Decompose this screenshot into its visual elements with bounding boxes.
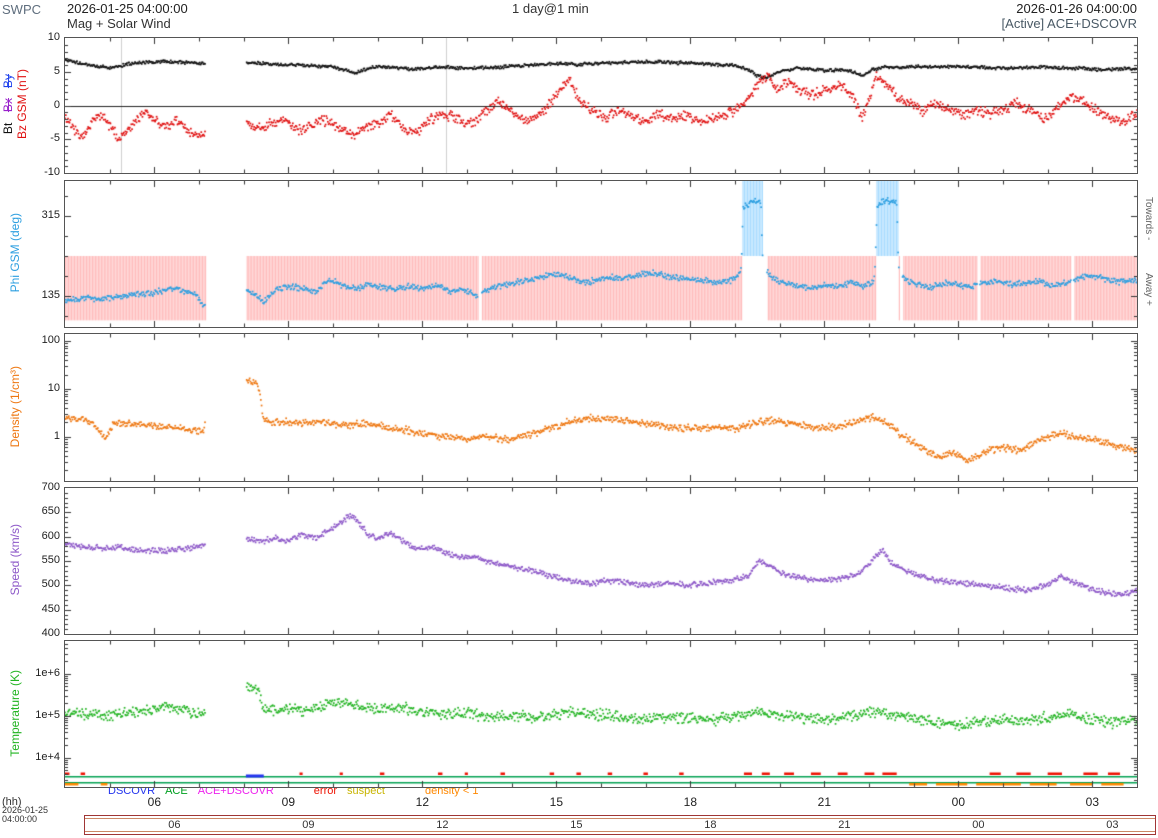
y-tick-label: 100 — [41, 334, 60, 346]
active-source-status: [Active] ACE+DSCOVR — [1001, 16, 1137, 31]
range-bar-hour-label: 09 — [302, 819, 315, 831]
time-range-selector[interactable]: 06 09 12 15 18 21 00 03 — [84, 815, 1156, 835]
legend: DSCOVR ACE ACE+DSCOVR error suspect density <… — [108, 785, 478, 797]
y-tick-label: 1 — [53, 429, 60, 442]
legend-item-ace: ACE — [165, 785, 188, 797]
y-tick-label: 135 — [41, 288, 60, 301]
legend-item-ace-dscovr: ACE+DSCOVR — [197, 785, 274, 797]
x-tick-label: 21 — [817, 795, 831, 809]
footer-time: 04:00:00 — [2, 814, 38, 824]
range-bar-hour-label: 06 — [168, 819, 181, 831]
y-tick-label: 0 — [53, 98, 60, 111]
y-tick-label: -10 — [44, 166, 60, 178]
phi-plot-canvas[interactable] — [65, 181, 1137, 327]
range-bar-hour-label: 15 — [570, 819, 583, 831]
y-tick-label: 650 — [41, 505, 60, 518]
time-resolution: 1 day@1 min — [512, 1, 589, 16]
swpc-brand: SWPC — [2, 2, 41, 17]
y-tick-label: 500 — [41, 578, 60, 591]
speed-plot-canvas[interactable] — [65, 488, 1137, 634]
range-bar-hour-label: 00 — [972, 819, 985, 831]
range-bar-hour-label: 21 — [838, 819, 851, 831]
legend-item-error: error — [313, 785, 338, 797]
density-panel — [64, 333, 1138, 482]
mag-panel — [64, 37, 1138, 174]
density-plot-canvas[interactable] — [65, 334, 1137, 481]
y-tick-label: 700 — [41, 481, 60, 493]
y-tick-label: 400 — [41, 627, 60, 639]
legend-item-density-1: density < 1 — [424, 785, 479, 797]
away-sector-text: Away + — [1143, 272, 1154, 306]
y-tick-label: 1e+4 — [35, 750, 60, 763]
y-tick-label: 450 — [41, 602, 60, 615]
y-tick-label: 1e+5 — [35, 708, 60, 721]
phi-panel — [64, 180, 1138, 328]
x-tick-label: 03 — [1085, 795, 1099, 809]
speed-panel — [64, 487, 1138, 635]
range-bar-hour-label: 18 — [704, 819, 717, 831]
time-range-track[interactable] — [85, 818, 1155, 832]
y-tick-label: 550 — [41, 554, 60, 566]
x-tick-label: 18 — [683, 795, 697, 809]
x-tick-label: 00 — [951, 795, 965, 809]
legend-item-dscovr: DSCOVR — [108, 785, 156, 797]
away-sector-label: Away + — [1141, 253, 1156, 325]
x-tick-label: 15 — [549, 795, 563, 809]
x-tick-label: 12 — [415, 795, 429, 809]
window-end-time: 2026-01-26 04:00:00 — [1016, 1, 1137, 16]
y-tick-label: 1e+6 — [35, 666, 60, 679]
towards-sector-label: Towards - — [1141, 183, 1156, 255]
y-tick-label: 315 — [41, 209, 60, 222]
phi-axis-label: Phi GSM (deg) — [8, 180, 22, 326]
y-tick-label: 10 — [47, 381, 60, 394]
range-bar-hour-label: 03 — [1106, 819, 1119, 831]
range-bar-hour-label: 12 — [436, 819, 449, 831]
legend-item-suspect: suspect — [347, 785, 385, 797]
mag-plot-canvas[interactable] — [65, 38, 1137, 173]
y-tick-label: -5 — [50, 132, 60, 145]
towards-sector-text: Towards - — [1143, 197, 1154, 241]
phi-axis-label-text: Phi GSM (deg) — [8, 213, 22, 293]
y-tick-label: 5 — [53, 64, 60, 77]
temp-panel — [64, 640, 1138, 788]
temp-plot-canvas[interactable] — [65, 641, 1137, 787]
x-tick-label: 09 — [281, 795, 295, 809]
x-tick-label: 06 — [147, 795, 161, 809]
y-tick-label: 600 — [41, 529, 60, 542]
y-tick-label: 10 — [47, 31, 60, 43]
density-axis-label: Density (1/cm³) — [8, 333, 22, 480]
hours-unit-label: (hh) — [2, 796, 22, 808]
window-start-time: 2026-01-25 04:00:00 — [67, 1, 188, 16]
footer-date: 2026-01-25 — [2, 805, 49, 815]
plot-title: Mag + Solar Wind — [67, 16, 171, 31]
